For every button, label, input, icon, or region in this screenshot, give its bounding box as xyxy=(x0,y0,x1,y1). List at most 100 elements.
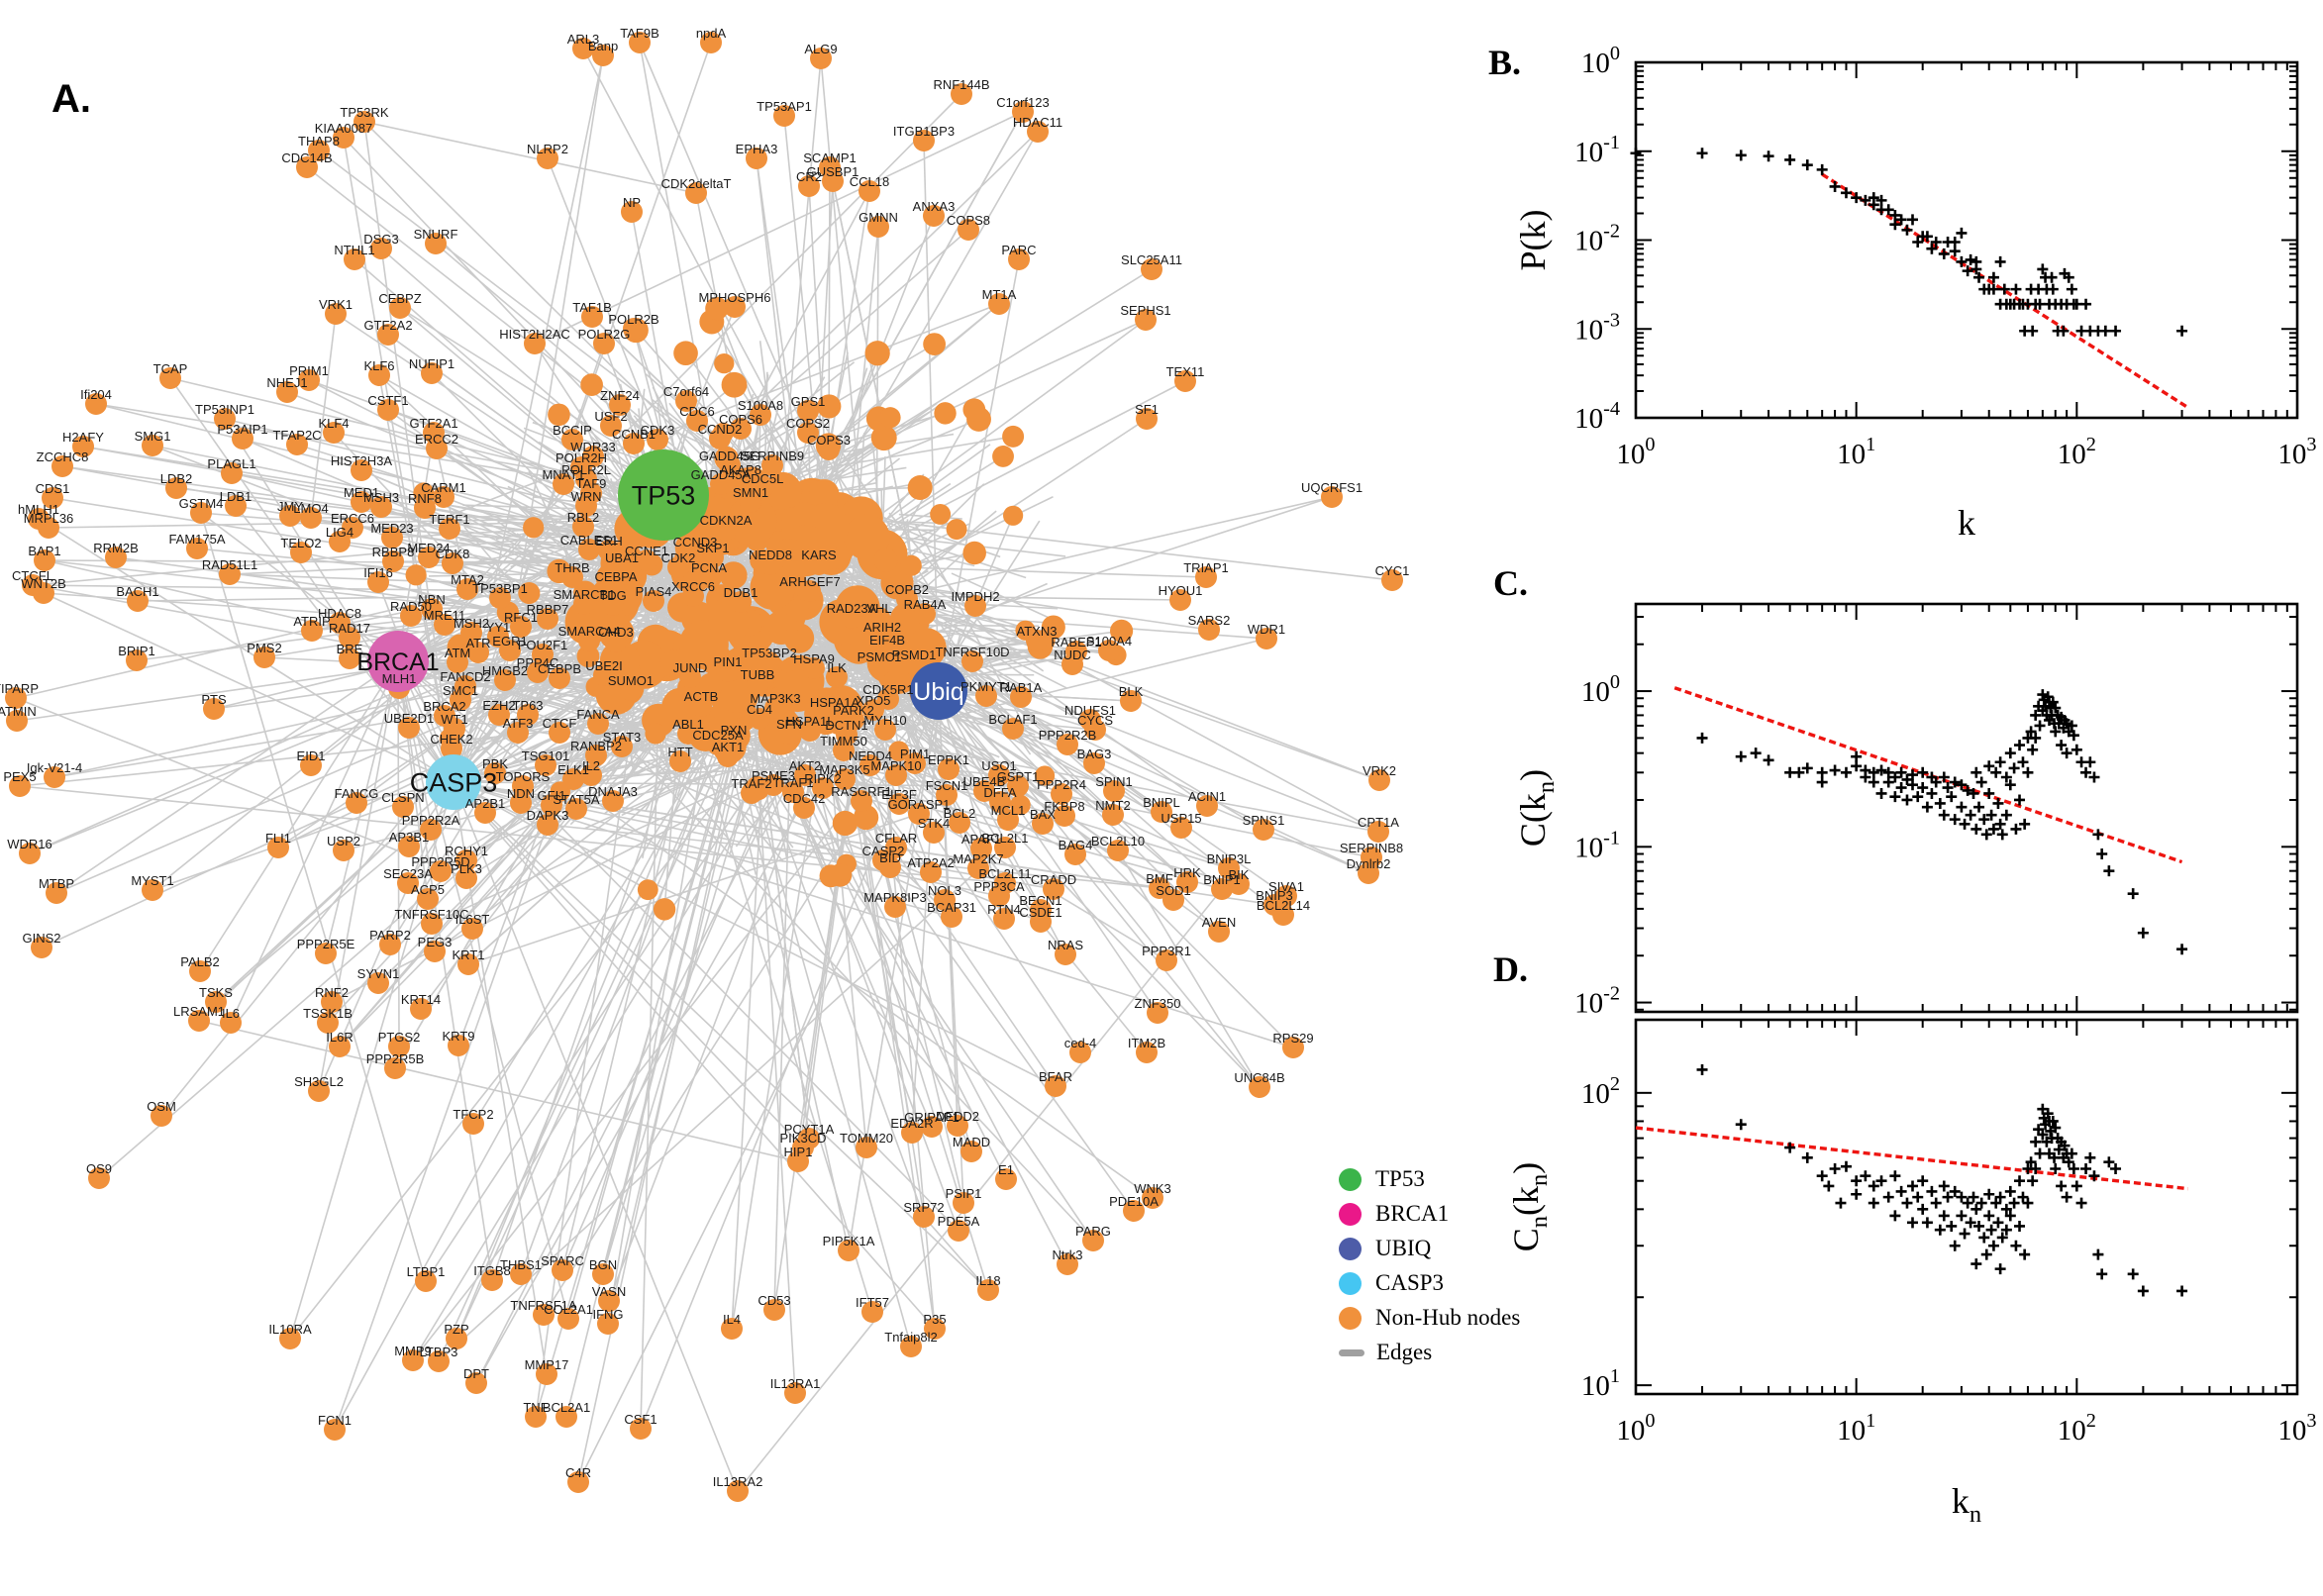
network-node xyxy=(598,540,620,561)
network-node xyxy=(903,653,925,675)
network-node xyxy=(934,889,956,911)
network-node-label: NEDD8 xyxy=(749,548,792,562)
network-node xyxy=(1174,370,1196,392)
network-node-label: TNF xyxy=(523,1400,548,1415)
network-filler-node xyxy=(727,495,777,546)
network-node-label: SOD1 xyxy=(1156,883,1190,898)
network-node xyxy=(1381,569,1403,591)
network-node xyxy=(1061,653,1083,675)
network-node-label: RASGRF1 xyxy=(831,784,891,799)
network-node xyxy=(499,640,521,661)
network-node-label: HTT xyxy=(667,745,692,759)
plot-ticks xyxy=(1636,62,2297,418)
network-filler-node xyxy=(879,407,901,429)
network-node-label: SMC1 xyxy=(443,683,478,698)
legend-label: UBIQ xyxy=(1375,1236,1432,1260)
network-node xyxy=(904,752,926,774)
network-node-label: BCL2 xyxy=(944,806,976,821)
network-filler-node xyxy=(720,679,753,713)
network-node-label: TSG101 xyxy=(522,748,569,763)
network-node xyxy=(578,539,600,560)
network-node-label: KLF4 xyxy=(318,416,349,431)
network-node-label: MAP3K5 xyxy=(819,762,869,777)
network-filler-node xyxy=(923,333,946,355)
network-node xyxy=(510,1263,532,1285)
network-node-label: EDA2R xyxy=(890,1116,933,1131)
network-node-label: TDG xyxy=(599,588,626,603)
network-node-label: PLK3 xyxy=(451,861,482,876)
network-node xyxy=(44,766,65,788)
network-node xyxy=(597,1313,619,1335)
network-node-label: BCLAF1 xyxy=(988,712,1037,727)
x-axis-label: kn​ xyxy=(1952,1481,1981,1528)
network-node xyxy=(1054,805,1075,827)
network-node xyxy=(315,943,337,964)
network-node xyxy=(430,860,452,882)
network-node-label: AKAP8 xyxy=(720,462,761,477)
network-node-label: ATXN3 xyxy=(1017,624,1058,639)
network-node xyxy=(1196,795,1218,817)
network-node-label: PPP4C xyxy=(517,655,559,670)
network-node-label: CD4 xyxy=(747,702,772,717)
network-node-label: RBBP7 xyxy=(527,602,569,617)
network-node xyxy=(19,843,41,864)
network-node xyxy=(444,718,465,740)
network-node-label: AP2B1 xyxy=(465,796,505,811)
network-node-label: CYC1 xyxy=(1375,563,1410,578)
network-node xyxy=(868,655,890,677)
network-node-label: SUMO1 xyxy=(608,673,654,688)
network-node-label: VASN xyxy=(592,1284,626,1299)
network-node-label: RAB4A xyxy=(904,597,947,612)
network-node xyxy=(455,867,477,889)
network-node-label: TP53BP2 xyxy=(742,646,797,660)
network-node xyxy=(592,45,614,66)
network-node xyxy=(324,1419,346,1441)
node-color-swatch xyxy=(1339,1237,1362,1260)
network-node xyxy=(377,399,399,421)
network-node-label: HYOU1 xyxy=(1159,583,1203,598)
network-edges xyxy=(15,42,1393,1492)
network-node-label: BAG3 xyxy=(1077,747,1112,761)
network-node xyxy=(1282,1037,1304,1058)
network-node-label: MAPK10 xyxy=(870,758,921,773)
network-node xyxy=(421,913,443,935)
network-node-label: FANCD2 xyxy=(440,669,490,684)
network-node xyxy=(960,1141,982,1162)
network-filler-node xyxy=(697,672,726,702)
network-node xyxy=(225,495,247,517)
network-node-label: GFI1 xyxy=(538,788,566,803)
network-node-label: MRPL36 xyxy=(24,511,74,526)
network-node xyxy=(1135,309,1157,331)
network-node-label: RRM2B xyxy=(93,541,139,555)
network-node-label: RBL2 xyxy=(567,510,600,525)
scatter-points xyxy=(1696,689,2188,955)
network-node-label: PSMC1 xyxy=(858,649,902,664)
network-node xyxy=(1045,1075,1066,1097)
tick-label: 10-2 xyxy=(1574,983,1620,1020)
network-node xyxy=(342,517,363,539)
network-node-label: POLR2L xyxy=(561,462,611,477)
network-node xyxy=(203,698,225,720)
network-node-label: HIST2H2AC xyxy=(499,327,570,342)
network-node xyxy=(333,127,354,149)
network-node xyxy=(34,549,55,571)
network-node xyxy=(424,941,446,962)
network-node xyxy=(420,819,442,841)
network-filler-node xyxy=(832,810,858,837)
network-node-label: CDK2 xyxy=(661,550,696,565)
network-node xyxy=(186,538,208,559)
network-node xyxy=(1026,630,1048,651)
network-filler-node xyxy=(1041,615,1065,640)
network-node xyxy=(415,1270,437,1292)
network-node-label: Igk-V21-4 xyxy=(27,760,82,775)
network-node xyxy=(721,1318,743,1340)
network-node xyxy=(434,614,455,636)
network-node xyxy=(1162,889,1184,911)
network-node xyxy=(354,111,375,133)
network-node xyxy=(868,607,890,629)
legend-item: CASP3 xyxy=(1339,1270,1520,1296)
network-node xyxy=(826,666,848,688)
network-node xyxy=(279,1328,301,1349)
network-node-label: GADD45A xyxy=(691,467,752,482)
network-node-label: EIF4B xyxy=(869,633,905,648)
